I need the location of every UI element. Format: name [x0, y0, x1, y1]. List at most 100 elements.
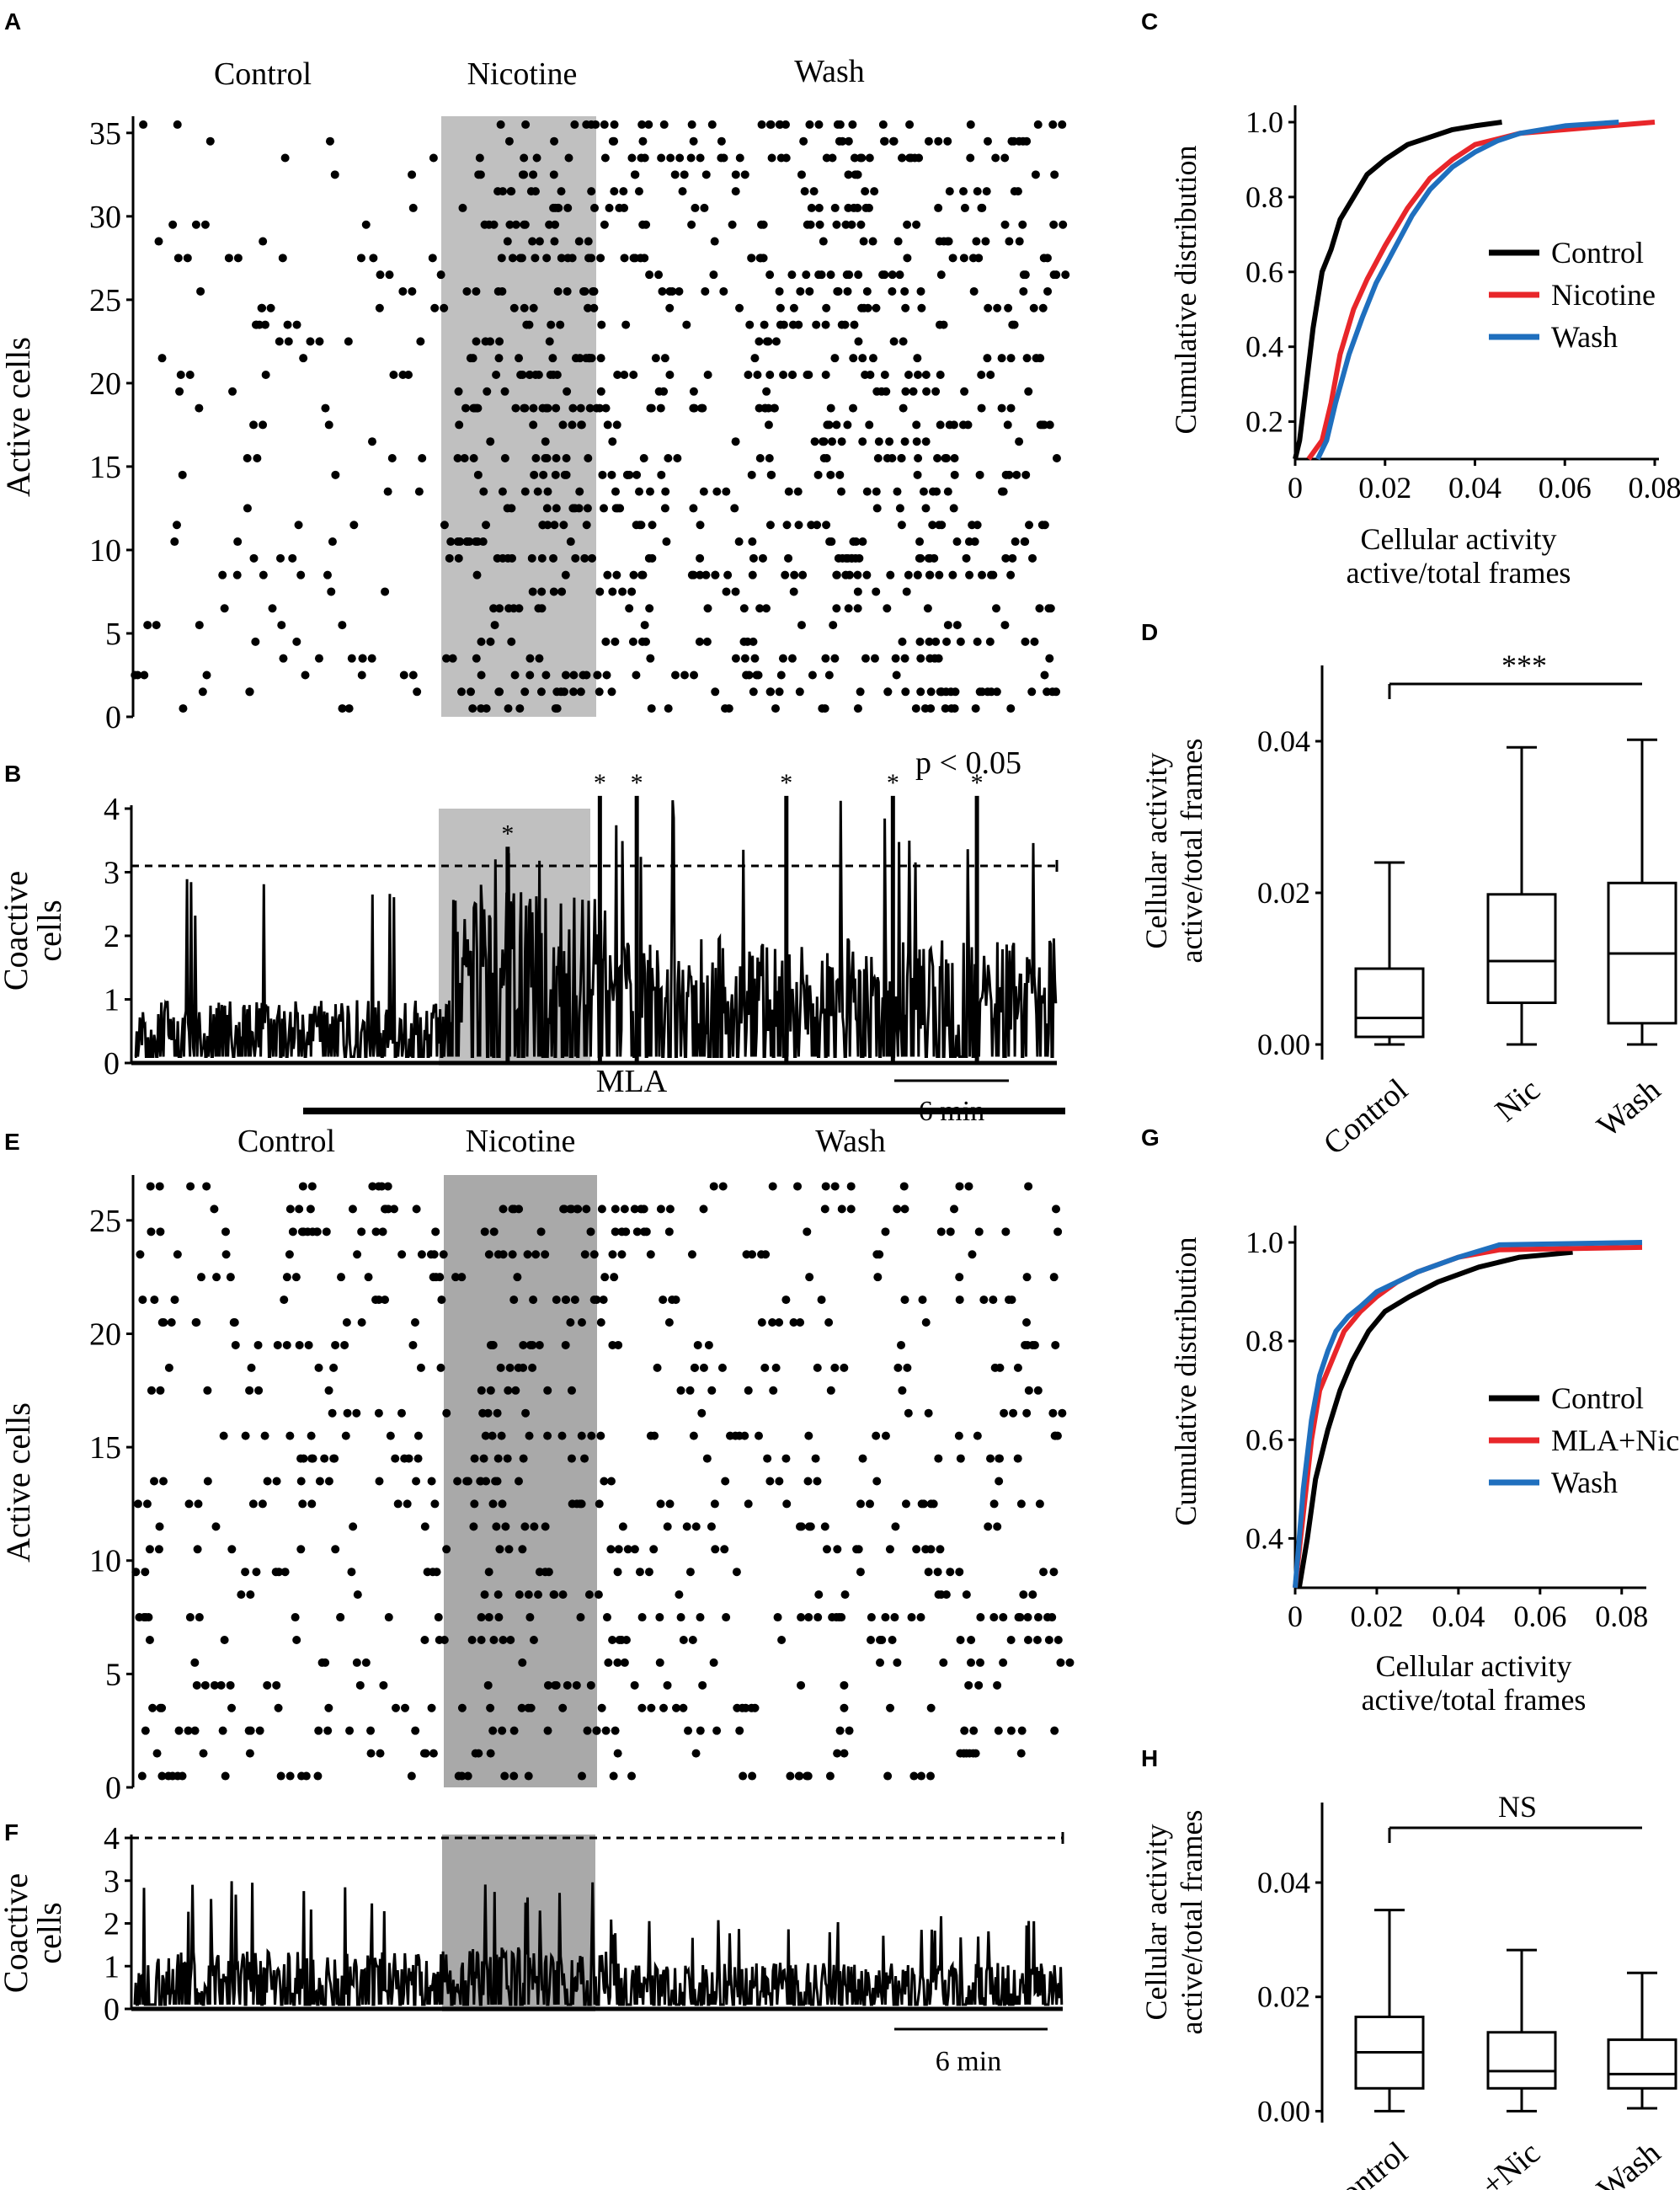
raster-event: [989, 1613, 999, 1622]
raster-event: [840, 1590, 850, 1600]
panel-c: Cumulative distribution Cellular activit…: [1169, 105, 1680, 590]
raster-event: [1033, 1386, 1043, 1395]
raster-event: [717, 136, 726, 146]
raster-event: [525, 670, 535, 680]
raster-event: [911, 704, 920, 713]
raster-event: [453, 1477, 462, 1486]
raster-event: [510, 670, 520, 680]
raster-event: [596, 387, 605, 396]
y-tick-label: 25: [89, 283, 121, 318]
raster-event: [769, 1386, 778, 1395]
raster-event: [925, 637, 934, 646]
raster-event: [539, 470, 548, 479]
raster-event: [778, 654, 787, 663]
raster-event: [993, 1680, 1002, 1690]
legend-label: Wash: [1551, 320, 1618, 354]
raster-event: [975, 1658, 984, 1667]
raster-event: [133, 670, 142, 680]
raster-event: [212, 1273, 221, 1282]
raster-event: [798, 570, 808, 580]
raster-event: [467, 687, 476, 697]
raster-event: [993, 303, 1002, 312]
raster-event: [541, 1568, 550, 1577]
raster-event: [285, 1250, 294, 1259]
raster-event: [355, 1680, 365, 1690]
raster-event: [822, 153, 831, 163]
raster-event: [644, 553, 653, 563]
raster-event: [728, 220, 737, 229]
axes: 0.000.020.04: [1257, 665, 1324, 1061]
raster-event: [543, 1386, 552, 1395]
raster-event: [457, 1703, 467, 1712]
raster-event: [888, 270, 897, 280]
raster-event: [532, 153, 541, 163]
raster-event: [711, 687, 720, 697]
raster-event: [259, 570, 268, 580]
raster-event: [416, 337, 425, 346]
raster-event: [730, 504, 739, 513]
significant-peak-marker: *: [887, 769, 899, 797]
raster-event: [695, 637, 704, 646]
raster-event: [925, 1771, 935, 1781]
y-tick-label: 0.8: [1245, 180, 1283, 214]
raster-event: [722, 487, 731, 496]
raster-event: [1030, 1340, 1039, 1349]
raster-event: [337, 1273, 346, 1282]
panel-g: Cumulative distribution Cellular activit…: [1169, 1226, 1679, 1717]
raster-event: [722, 587, 731, 596]
raster-event: [781, 570, 790, 580]
significant-peaks: ** * * * *: [501, 769, 983, 847]
raster-event: [657, 153, 666, 163]
raster-event: [292, 320, 301, 329]
x-tick-label: 0.06: [1513, 1600, 1566, 1633]
raster-event: [969, 286, 979, 296]
raster-event: [704, 1340, 713, 1349]
y-tick-label: 5: [105, 617, 121, 652]
raster-event: [835, 136, 844, 146]
raster-event: [627, 153, 637, 163]
raster-event: [819, 237, 828, 246]
category-label: Control: [1317, 2135, 1415, 2190]
raster-event: [586, 1680, 595, 1690]
raster-event: [696, 153, 705, 163]
raster-event: [157, 354, 167, 363]
raster-event: [960, 387, 969, 396]
raster-event: [868, 354, 877, 363]
raster-event: [150, 1477, 159, 1486]
raster-event: [190, 1726, 200, 1735]
raster-event: [946, 1227, 955, 1237]
raster-event: [659, 120, 669, 129]
raster-event: [929, 1499, 938, 1509]
raster-event: [515, 704, 525, 713]
raster-event: [639, 454, 648, 463]
raster-event: [853, 604, 862, 613]
raster-event: [721, 1477, 730, 1486]
raster-event: [949, 420, 958, 430]
raster-event: [764, 420, 773, 430]
raster-event: [210, 1204, 219, 1214]
raster-event: [462, 286, 472, 296]
raster-event: [477, 670, 486, 680]
raster-event: [611, 1227, 620, 1237]
raster-event: [666, 153, 675, 163]
raster-event: [833, 1545, 842, 1554]
raster-event: [497, 254, 506, 263]
raster-event: [489, 1227, 499, 1237]
raster-event: [484, 1568, 493, 1577]
raster-event: [701, 286, 710, 296]
raster-event: [521, 120, 531, 129]
raster-event: [569, 687, 579, 697]
raster-event: [442, 1545, 451, 1554]
y-tick-label: 0.02: [1257, 876, 1310, 910]
raster-event: [246, 1590, 255, 1600]
raster-event: [255, 1726, 264, 1735]
raster-event: [534, 1590, 543, 1600]
raster-event: [840, 1749, 849, 1758]
raster-event: [660, 354, 669, 363]
raster-event: [699, 487, 708, 496]
raster-event: [993, 1522, 1002, 1531]
raster-events: [131, 1182, 1075, 1781]
raster-event: [915, 537, 925, 547]
raster-event: [515, 1204, 524, 1214]
